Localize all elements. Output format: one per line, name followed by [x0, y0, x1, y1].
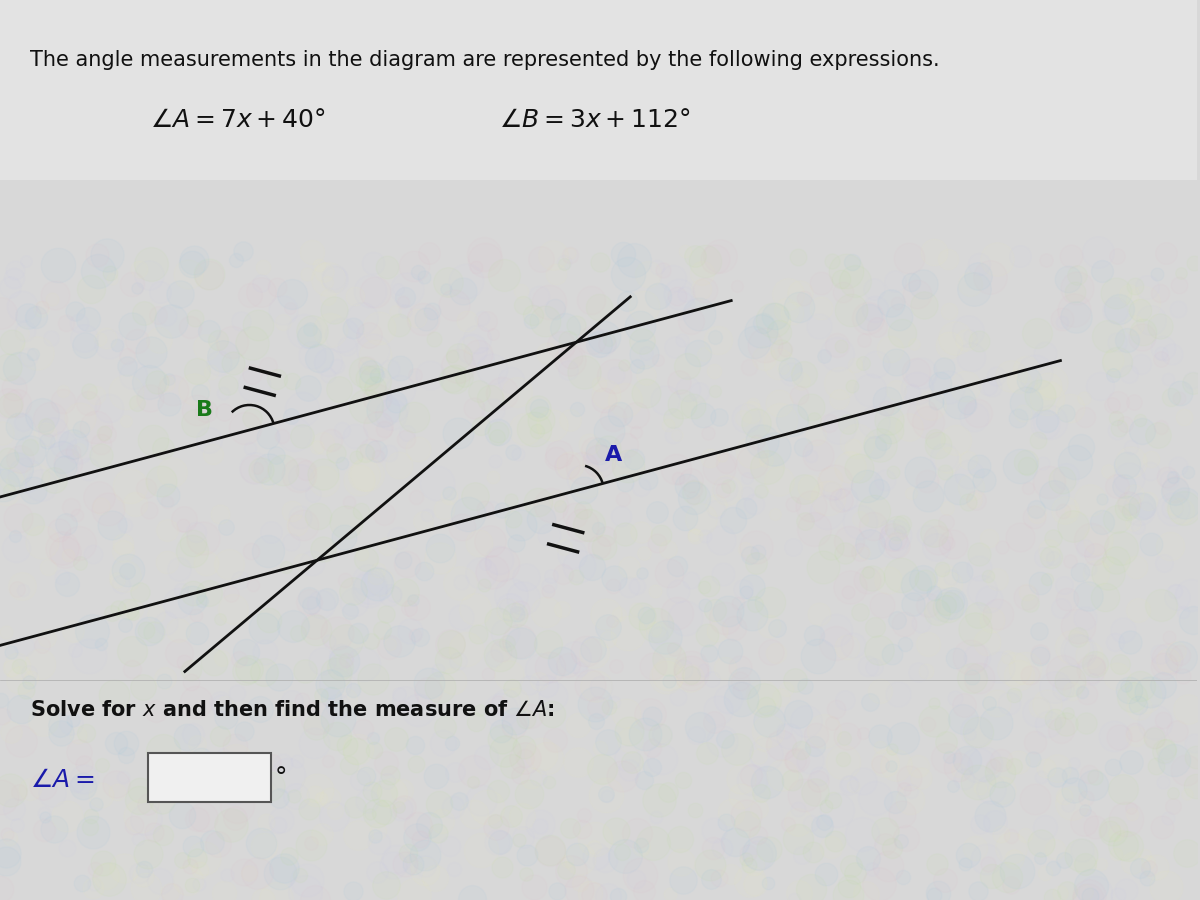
Text: °: ° — [275, 766, 287, 790]
FancyBboxPatch shape — [148, 753, 271, 802]
Text: Solve for $x$ and then find the measure of $\angle A$:: Solve for $x$ and then find the measure … — [30, 700, 554, 720]
Text: $\angle B = 3x + 112°$: $\angle B = 3x + 112°$ — [499, 108, 690, 132]
Text: The angle measurements in the diagram are represented by the following expressio: The angle measurements in the diagram ar… — [30, 50, 940, 70]
Text: $\angle A = 7x + 40°$: $\angle A = 7x + 40°$ — [150, 108, 325, 132]
Text: A: A — [605, 445, 622, 465]
Bar — [0, 0, 1198, 180]
Text: B: B — [196, 400, 214, 420]
Text: $\angle A =$: $\angle A =$ — [30, 768, 95, 792]
